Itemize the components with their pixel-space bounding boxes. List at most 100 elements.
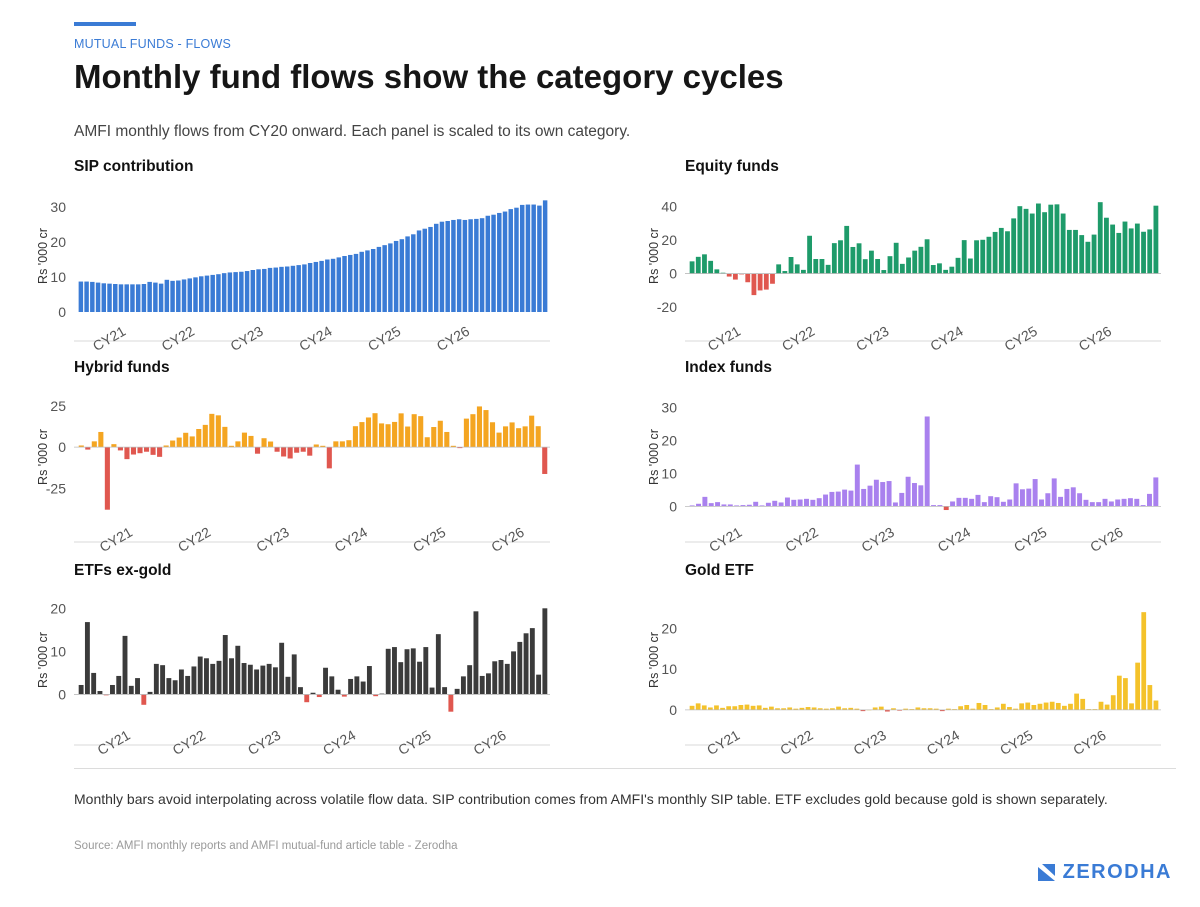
x-tick-label: CY21: [706, 524, 745, 555]
y-tick-label: 0: [58, 439, 66, 455]
bar: [1102, 498, 1108, 507]
x-tick-label: CY26: [488, 524, 527, 555]
bar: [325, 259, 330, 312]
bar: [492, 661, 498, 695]
bar: [266, 663, 272, 695]
bar: [949, 266, 955, 274]
bar: [927, 708, 933, 710]
bar: [463, 418, 469, 448]
bar: [1116, 675, 1122, 710]
bar: [221, 273, 227, 312]
bar: [873, 479, 879, 507]
bar: [514, 207, 519, 312]
bar: [689, 705, 695, 710]
bar: [708, 503, 714, 507]
bar: [296, 265, 301, 312]
bar: [329, 676, 335, 695]
bar: [880, 482, 886, 507]
bar: [956, 497, 962, 507]
bar: [958, 706, 963, 710]
bar: [215, 415, 221, 448]
bar: [937, 263, 942, 274]
bar: [508, 209, 513, 312]
y-tick-label: 10: [50, 643, 66, 659]
bar: [160, 665, 166, 695]
bar: [1058, 496, 1064, 507]
bar: [323, 667, 328, 695]
logo-mark-shape: [1041, 864, 1055, 876]
bar: [1037, 703, 1043, 710]
bar: [250, 270, 256, 312]
bar: [980, 239, 986, 274]
bar: [720, 707, 725, 710]
bar: [721, 504, 727, 507]
bar: [310, 692, 316, 695]
bar: [457, 447, 463, 449]
bar: [365, 250, 370, 312]
y-tick-label: 10: [661, 465, 677, 481]
bar: [1025, 702, 1031, 710]
bar: [992, 231, 998, 274]
bar: [261, 438, 267, 448]
bar: [147, 691, 153, 695]
bar: [976, 702, 982, 710]
y-tick-label: 0: [669, 266, 677, 282]
bar: [307, 447, 313, 456]
bar: [740, 505, 746, 507]
bar: [411, 414, 417, 448]
bar: [1068, 703, 1073, 710]
bar: [489, 422, 496, 448]
bar: [434, 223, 439, 312]
bar: [744, 704, 750, 710]
bar: [714, 269, 720, 274]
bar: [842, 489, 848, 507]
bar: [1104, 704, 1110, 710]
bar: [233, 272, 238, 312]
bar: [260, 665, 266, 695]
bar: [410, 648, 416, 695]
bar: [91, 672, 97, 695]
x-tick-label: CY26: [1076, 323, 1115, 354]
bar: [130, 284, 135, 312]
bar: [1153, 700, 1159, 710]
bar: [382, 245, 387, 312]
y-tick-label: 20: [50, 600, 66, 616]
bar: [78, 684, 84, 695]
bar: [313, 261, 319, 312]
bar: [316, 694, 322, 698]
bar: [227, 272, 233, 312]
bar: [187, 278, 192, 312]
bar: [1080, 698, 1086, 710]
bar: [158, 283, 164, 312]
bar: [262, 268, 267, 312]
bar: [326, 447, 332, 469]
bar: [537, 205, 542, 312]
bar: [178, 669, 184, 695]
bar: [385, 424, 391, 448]
bar: [418, 416, 424, 448]
bar: [1017, 206, 1023, 274]
x-tick-label: CY23: [859, 524, 898, 555]
bar: [1036, 203, 1041, 274]
x-tick-label: CY25: [365, 323, 404, 354]
bar: [470, 414, 476, 448]
bar: [782, 271, 788, 274]
bar: [298, 687, 303, 695]
bar: [497, 212, 502, 312]
bar: [1147, 685, 1153, 710]
bar: [486, 673, 491, 695]
bar: [1110, 224, 1116, 274]
y-tick-label: 0: [669, 498, 677, 514]
bar: [359, 422, 365, 448]
bar: [78, 445, 84, 448]
bar: [891, 708, 896, 710]
bar: [287, 447, 293, 459]
bar: [244, 271, 250, 312]
bar: [417, 661, 422, 695]
bar: [529, 628, 535, 695]
bar: [404, 649, 410, 695]
bar: [881, 270, 887, 274]
bar: [166, 678, 172, 695]
bar: [1079, 235, 1085, 274]
bar: [848, 707, 854, 710]
